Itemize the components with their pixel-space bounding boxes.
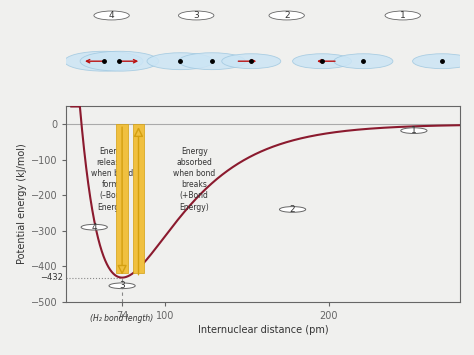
Text: 1: 1 xyxy=(411,126,417,135)
Circle shape xyxy=(269,11,304,20)
Text: 3: 3 xyxy=(119,281,125,290)
Circle shape xyxy=(147,53,214,70)
Circle shape xyxy=(280,207,306,212)
Y-axis label: Potential energy (kJ/mol): Potential energy (kJ/mol) xyxy=(17,144,27,264)
Circle shape xyxy=(334,54,393,69)
Text: 4: 4 xyxy=(109,11,114,20)
Circle shape xyxy=(179,11,214,20)
Circle shape xyxy=(81,224,107,230)
Bar xyxy=(116,124,128,273)
Circle shape xyxy=(94,11,129,20)
Bar xyxy=(133,124,144,273)
Text: 2: 2 xyxy=(284,11,290,20)
Circle shape xyxy=(385,11,420,20)
Circle shape xyxy=(179,53,246,70)
Circle shape xyxy=(412,54,472,69)
Circle shape xyxy=(401,128,427,133)
Circle shape xyxy=(64,51,143,71)
Text: −432: −432 xyxy=(40,273,63,282)
Text: (H₂ bond length): (H₂ bond length) xyxy=(91,314,154,323)
Text: Energy
released
when bond
forms
(–Bond
Energy): Energy released when bond forms (–Bond E… xyxy=(91,147,133,212)
Circle shape xyxy=(292,54,352,69)
Text: 1: 1 xyxy=(400,11,406,20)
Text: 2: 2 xyxy=(290,205,295,214)
Circle shape xyxy=(80,51,159,71)
Circle shape xyxy=(222,54,281,69)
Text: 3: 3 xyxy=(193,11,199,20)
Text: Energy
absorbed
when bond
breaks
(+Bond
Energy): Energy absorbed when bond breaks (+Bond … xyxy=(173,147,215,212)
Circle shape xyxy=(109,283,135,289)
X-axis label: Internuclear distance (pm): Internuclear distance (pm) xyxy=(198,325,328,335)
Text: 4: 4 xyxy=(91,223,97,232)
